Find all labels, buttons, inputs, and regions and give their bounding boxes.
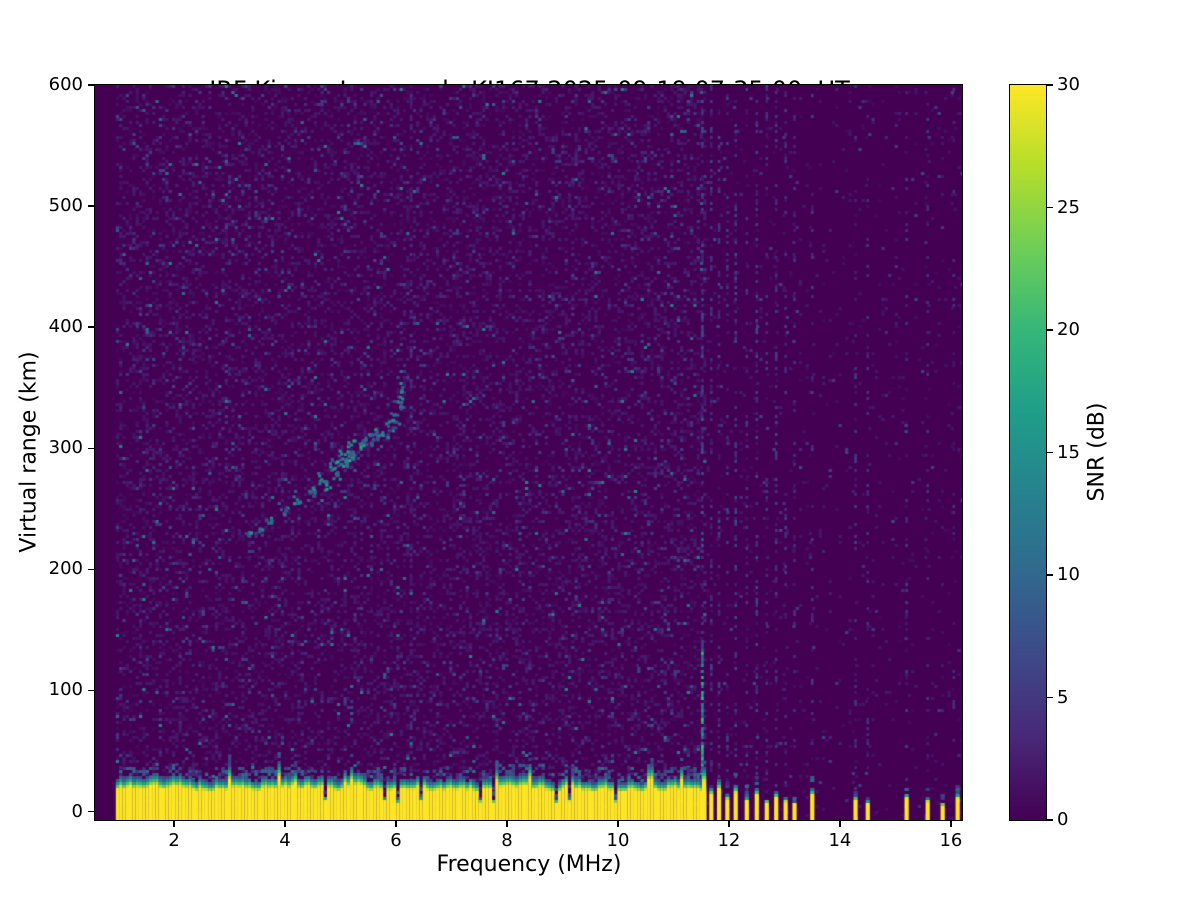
colorbar-tick-mark <box>1047 696 1053 699</box>
y-tick-label: 500 <box>48 195 83 217</box>
x-tick-label: 12 <box>717 830 741 851</box>
colorbar-tick-label: 15 <box>1057 441 1080 463</box>
y-tick-label: 100 <box>48 679 83 701</box>
x-tick-label: 4 <box>279 830 291 851</box>
y-tick-label: 300 <box>48 437 83 459</box>
colorbar-tick-label: 0 <box>1057 809 1069 830</box>
y-tick-mark <box>88 84 94 86</box>
x-tick-label: 8 <box>501 830 513 851</box>
x-tick-mark <box>284 821 286 827</box>
x-tick-mark <box>617 821 619 827</box>
y-tick-label: 200 <box>48 558 83 580</box>
colorbar-tick-label: 25 <box>1057 196 1080 218</box>
x-tick-mark <box>839 821 841 827</box>
x-axis-label: Frequency (MHz) <box>436 852 622 877</box>
x-tick-label: 2 <box>168 830 180 851</box>
colorbar-tick-mark <box>1047 819 1053 821</box>
colorbar-gradient-canvas <box>1009 84 1047 821</box>
x-tick-label: 14 <box>828 830 852 851</box>
x-tick-mark <box>173 821 175 827</box>
colorbar-tick-mark <box>1047 329 1053 331</box>
colorbar-tick-label: 10 <box>1057 564 1080 585</box>
y-tick-mark <box>88 326 94 328</box>
colorbar-tick-label: 5 <box>1057 686 1069 708</box>
x-tick-mark <box>395 821 397 827</box>
x-tick-label: 16 <box>939 830 963 851</box>
y-tick-mark <box>88 689 94 692</box>
colorbar-tick-label: 30 <box>1057 74 1080 95</box>
y-tick-mark <box>88 447 94 449</box>
x-tick-mark <box>728 821 730 827</box>
ionogram-heatmap-canvas <box>94 84 963 821</box>
y-tick-label: 400 <box>48 316 83 338</box>
y-tick-label: 600 <box>48 74 83 95</box>
y-tick-mark <box>88 205 94 207</box>
colorbar-tick-label: 20 <box>1057 319 1080 340</box>
colorbar-tick-mark <box>1047 206 1053 209</box>
colorbar-tick-mark <box>1047 574 1053 576</box>
y-tick-mark <box>88 568 94 571</box>
colorbar-tick-mark <box>1047 451 1053 454</box>
y-tick-label: 0 <box>71 800 83 822</box>
x-tick-mark <box>506 821 508 827</box>
y-tick-mark <box>88 810 94 813</box>
colorbar-tick-mark <box>1047 84 1053 86</box>
x-tick-label: 6 <box>390 830 402 851</box>
x-tick-label: 10 <box>606 830 630 851</box>
x-tick-mark <box>950 821 952 827</box>
